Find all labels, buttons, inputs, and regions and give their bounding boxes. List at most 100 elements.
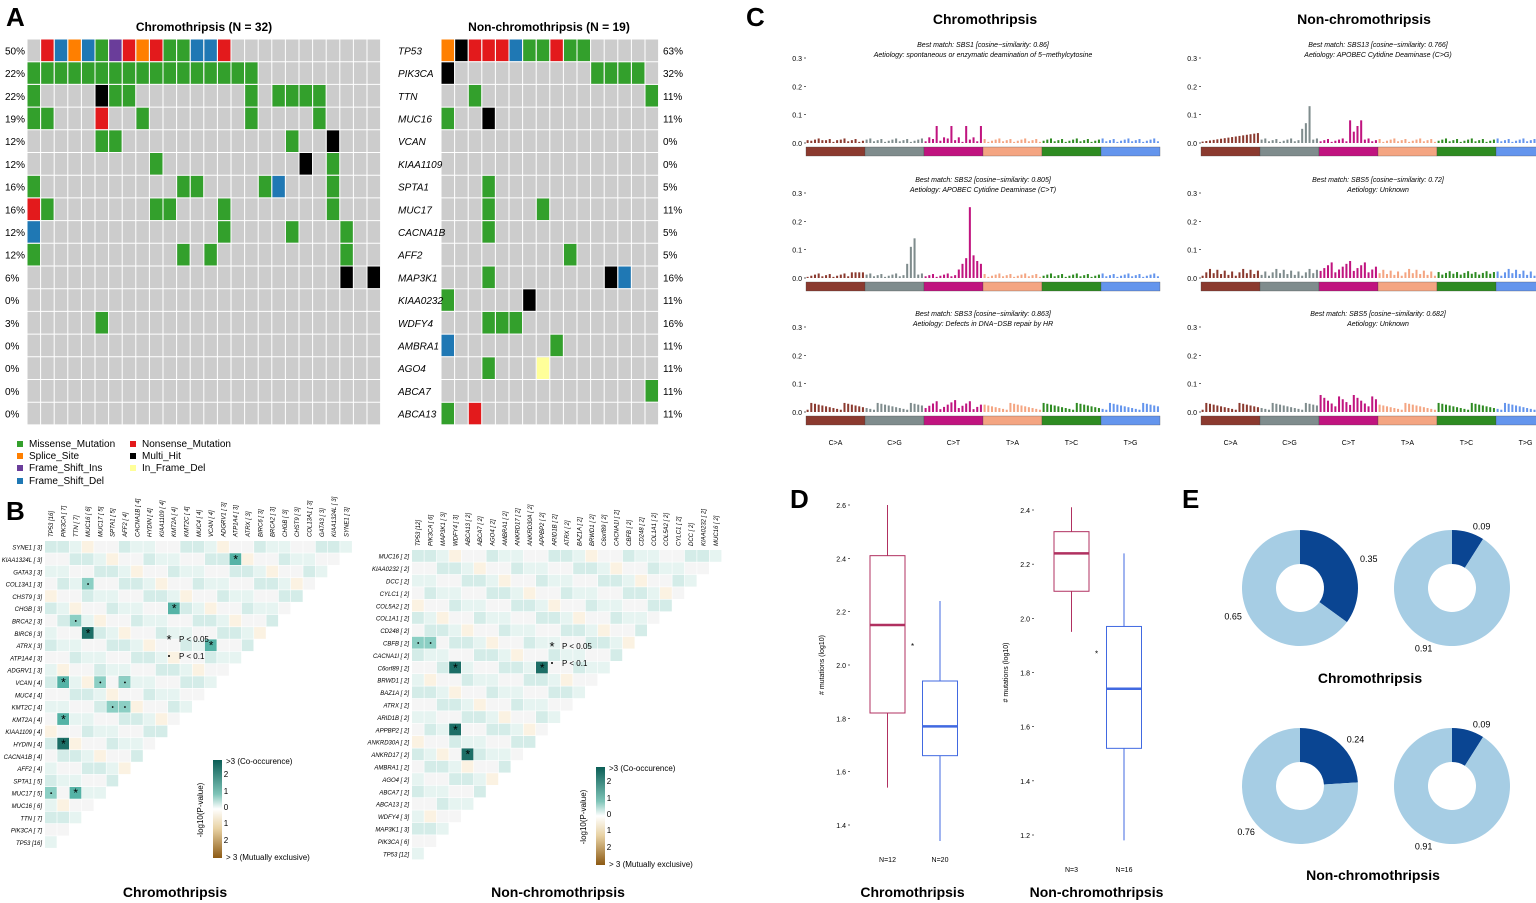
interaction-scale-axis: -log10(P-value) [579, 789, 588, 844]
interaction-cell-right [412, 686, 424, 699]
interaction-cell-right [424, 562, 437, 575]
signature-bar [906, 139, 909, 143]
signature-bar [1374, 266, 1377, 278]
signature-bar [1301, 275, 1304, 278]
signature-bar [839, 139, 842, 143]
signature-bar [990, 406, 994, 412]
interaction-cell-left [81, 700, 94, 713]
interaction-scale-label: 1 [607, 794, 612, 803]
interaction-cell-right [412, 562, 424, 575]
signature-bar [1415, 405, 1418, 412]
oncoplot-cell-left [204, 62, 217, 84]
interaction-cell-left [81, 688, 94, 701]
interaction-cell-right [436, 748, 449, 761]
interaction-scale-axis: -log10(P-value) [196, 782, 205, 837]
interaction-cell-right [536, 674, 548, 686]
interaction-cell-left [217, 602, 229, 615]
interaction-cell-left [131, 627, 143, 639]
oncoplot-right-pct: 16% [663, 319, 683, 330]
oncoplot-cell-left [177, 62, 190, 84]
interaction-cell-left [69, 737, 82, 750]
signature-ytick: 0.0 [792, 276, 802, 283]
signature-bar [1474, 272, 1477, 278]
signature-bar [1367, 272, 1370, 278]
signature-bar [858, 272, 861, 278]
interaction-cell-right [511, 661, 523, 674]
oncoplot-cell-right [618, 266, 631, 289]
signature-bar [1090, 276, 1093, 278]
signature-bar [821, 405, 824, 412]
interaction-col-label: CBFB [ 2] [627, 520, 633, 546]
signature-bar [965, 126, 968, 143]
signature-bar [1249, 134, 1252, 143]
signature-bar [1027, 407, 1030, 412]
oncoplot-right-pct: 11% [663, 387, 682, 398]
interaction-cell-left [180, 602, 192, 615]
signature-bar [1042, 275, 1045, 278]
interaction-cell-left [94, 762, 106, 775]
signature-bar [1227, 137, 1230, 143]
interaction-cell-right [474, 674, 486, 686]
interaction-cell-left [131, 651, 143, 664]
interaction-cell-left [192, 553, 205, 565]
interaction-cell-right [598, 599, 610, 612]
panel-letter-d: D [790, 484, 809, 514]
interaction-cell-right [622, 562, 635, 575]
interaction-cell-left [69, 774, 82, 787]
signature-category-label: C>G [887, 440, 902, 447]
signature-category-strip [1377, 415, 1438, 426]
signature-bar [1053, 405, 1056, 412]
interaction-cell-right [436, 736, 449, 748]
interaction-cell-left [57, 541, 69, 553]
signature-bar [1234, 409, 1237, 412]
interaction-cell-left [204, 590, 217, 602]
oncoplot-left-pct: 22% [5, 69, 25, 80]
interaction-cell-left [180, 700, 192, 713]
signature-ytick: 0.3 [1187, 325, 1197, 332]
oncoplot-cell-left [136, 39, 149, 62]
interaction-cell-right [498, 587, 511, 599]
signature-bar [1013, 276, 1016, 278]
signature-bar [1315, 138, 1318, 143]
signature-bar [1086, 274, 1089, 278]
interaction-col-label: COL5A2 [ 2] [664, 513, 670, 546]
interaction-cell-left [204, 676, 217, 688]
interaction-cell-right [511, 748, 523, 761]
interaction-cell-right [498, 649, 511, 661]
signature-bar [931, 403, 935, 412]
oncoplot-left-pct: 12% [5, 228, 25, 239]
boxplot-box [869, 555, 906, 714]
oncoplot-cell-left [326, 153, 340, 175]
interaction-cell-left [118, 627, 131, 639]
interaction-legend-p005: P < 0.05 [562, 642, 592, 651]
interaction-cell-left [241, 541, 254, 553]
signature-bar [1120, 275, 1123, 278]
oncoplot-cell-left [95, 39, 109, 62]
signature-bar [1201, 141, 1204, 143]
interaction-cell-right [486, 748, 499, 761]
interaction-cell-right [536, 624, 548, 637]
signature-bar [1426, 274, 1429, 278]
signature-bar [1419, 274, 1422, 278]
boxplot-box [1053, 531, 1090, 592]
signature-bar [1057, 140, 1060, 143]
signature-bar [1467, 271, 1470, 278]
signature-bar [825, 140, 828, 143]
oncoplot-cell-left [163, 39, 177, 62]
interaction-cell-left [278, 541, 291, 553]
oncoplot-cell-right [468, 84, 482, 107]
interaction-sig-cell [229, 553, 242, 565]
interaction-cell-left [81, 762, 94, 775]
oncoplot-legend-swatch [130, 453, 136, 459]
signature-bar [1533, 409, 1536, 412]
interaction-cell-right [560, 624, 573, 637]
interaction-cell-left [45, 737, 57, 750]
signature-bar [1308, 403, 1311, 412]
signature-bar [987, 141, 990, 143]
signature-bar [965, 403, 968, 412]
signature-bar [1053, 276, 1056, 278]
signature-bar [1430, 271, 1433, 278]
interaction-cell-right [585, 599, 598, 612]
signature-ytick: 0.3 [1187, 56, 1197, 63]
interaction-cell-left [204, 614, 217, 627]
